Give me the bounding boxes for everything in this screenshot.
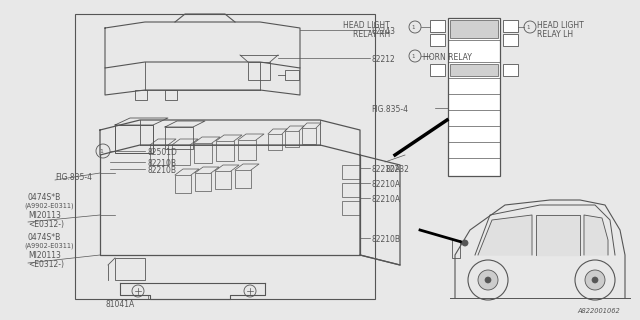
Text: FIG.835-4: FIG.835-4 (371, 105, 408, 114)
Bar (115, 258, 145, 280)
Text: 1: 1 (99, 148, 103, 154)
Text: HORN RELAY: HORN RELAY (423, 53, 472, 62)
Circle shape (478, 270, 498, 290)
Bar (342, 201, 360, 215)
Text: RELAY RH: RELAY RH (353, 30, 390, 39)
Text: 82232: 82232 (385, 165, 409, 174)
Text: 82210B: 82210B (372, 235, 401, 244)
Polygon shape (584, 215, 608, 255)
Bar (215, 171, 231, 189)
Bar (285, 70, 299, 80)
Bar (175, 175, 191, 193)
Bar (216, 141, 234, 161)
Bar (430, 64, 445, 76)
Circle shape (592, 277, 598, 283)
Circle shape (585, 270, 605, 290)
Bar (285, 131, 299, 147)
Bar (448, 18, 500, 176)
Text: 82243: 82243 (372, 27, 396, 36)
Bar (195, 173, 211, 191)
Text: 0474S*B: 0474S*B (28, 193, 61, 202)
Text: A822001062: A822001062 (577, 308, 620, 314)
Bar (302, 128, 316, 144)
Text: FIG.835-4: FIG.835-4 (55, 173, 92, 182)
Text: 82210A: 82210A (372, 195, 401, 204)
Bar (450, 20, 498, 38)
Text: 82210A: 82210A (372, 180, 401, 189)
Text: 1: 1 (412, 53, 415, 59)
Text: 81041A: 81041A (106, 300, 134, 309)
Text: (A9902-E0311): (A9902-E0311) (24, 202, 74, 209)
Text: 1: 1 (412, 25, 415, 29)
Polygon shape (536, 215, 580, 255)
Text: 82210B: 82210B (148, 166, 177, 175)
Text: MI20113: MI20113 (28, 251, 61, 260)
Text: 82210A: 82210A (372, 165, 401, 174)
Text: 82501D: 82501D (148, 148, 178, 157)
Bar (135, 90, 147, 100)
Bar (194, 143, 212, 163)
Bar (342, 183, 360, 197)
Bar (115, 125, 153, 153)
Text: HEAD LIGHT: HEAD LIGHT (537, 21, 584, 30)
Bar (150, 145, 168, 165)
Text: 0474S*B: 0474S*B (28, 233, 61, 242)
Text: 1: 1 (526, 25, 530, 29)
Polygon shape (478, 215, 532, 255)
Text: MI20113: MI20113 (28, 211, 61, 220)
Text: 82212: 82212 (372, 55, 396, 64)
Text: (A9902-E0311): (A9902-E0311) (24, 242, 74, 249)
Bar (248, 62, 270, 80)
Bar (452, 240, 460, 258)
Bar (165, 90, 177, 100)
Bar (238, 140, 256, 160)
Bar (235, 170, 251, 188)
Bar (342, 165, 360, 179)
Text: RELAY LH: RELAY LH (537, 30, 573, 39)
Text: HEAD LIGHT: HEAD LIGHT (343, 21, 390, 30)
Bar (430, 20, 445, 32)
Bar (75, 14, 375, 299)
Bar (268, 134, 282, 150)
Text: <E0312-): <E0312-) (28, 260, 64, 269)
Bar (165, 127, 193, 149)
Circle shape (462, 240, 468, 246)
Bar (450, 64, 498, 76)
Text: <E0312-): <E0312-) (28, 220, 64, 229)
Text: 82210B: 82210B (148, 159, 177, 168)
Circle shape (485, 277, 491, 283)
Bar (430, 34, 445, 46)
Bar (503, 20, 518, 32)
Bar (172, 145, 190, 165)
Bar (503, 34, 518, 46)
Bar (503, 64, 518, 76)
